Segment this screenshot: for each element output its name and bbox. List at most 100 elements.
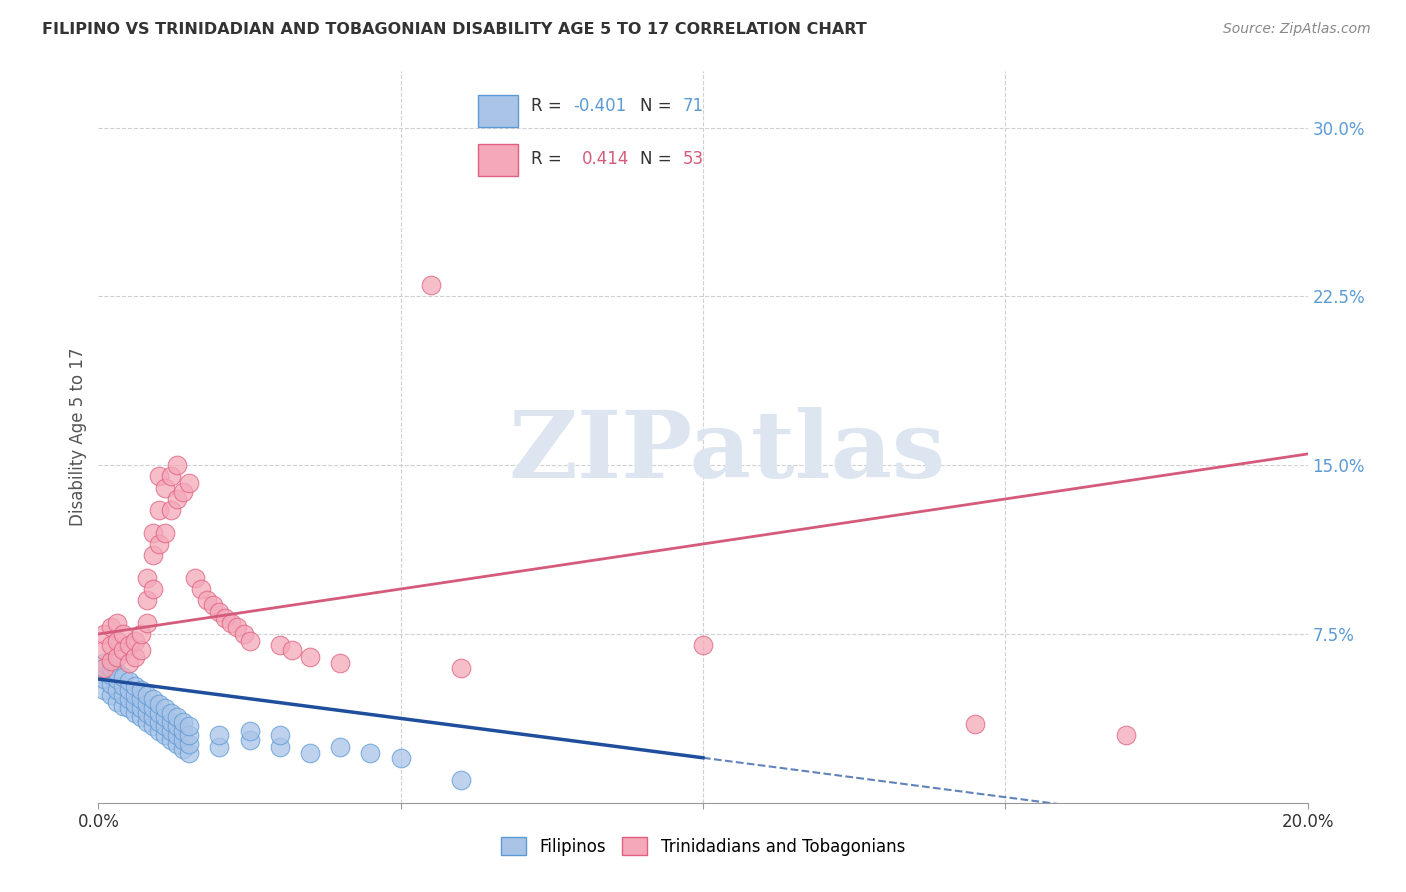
Point <box>172 732 194 747</box>
Point <box>153 481 176 495</box>
Point <box>142 692 165 706</box>
Point <box>153 719 176 733</box>
Point <box>450 773 472 788</box>
Point <box>142 719 165 733</box>
Point <box>166 728 188 742</box>
Point <box>148 714 170 729</box>
Point <box>142 710 165 724</box>
Point <box>129 701 152 715</box>
Point <box>100 620 122 634</box>
Text: ZIPatlas: ZIPatlas <box>509 407 946 497</box>
Point <box>281 642 304 657</box>
Point <box>208 605 231 619</box>
Point <box>105 665 128 680</box>
Point <box>129 692 152 706</box>
Point <box>172 741 194 756</box>
Point <box>195 593 218 607</box>
Point <box>179 728 201 742</box>
Point <box>124 706 146 720</box>
Point <box>142 525 165 540</box>
Point <box>142 701 165 715</box>
Point <box>389 751 412 765</box>
Point <box>93 672 115 686</box>
Point <box>420 278 443 293</box>
Point <box>93 657 115 671</box>
Point <box>166 491 188 506</box>
Point <box>299 746 322 760</box>
Point <box>135 697 157 711</box>
Point <box>153 728 176 742</box>
Point <box>269 638 291 652</box>
Point <box>124 697 146 711</box>
Point <box>129 642 152 657</box>
Point <box>269 728 291 742</box>
Point <box>226 620 249 634</box>
Point <box>190 582 212 596</box>
Point <box>179 476 201 491</box>
Point <box>100 661 122 675</box>
Point <box>118 701 141 715</box>
Point <box>208 739 231 754</box>
Point <box>450 661 472 675</box>
Point <box>160 723 183 738</box>
Point <box>105 672 128 686</box>
Point <box>100 654 122 668</box>
Point <box>129 710 152 724</box>
Point <box>124 688 146 702</box>
Point <box>93 627 115 641</box>
Point <box>93 683 115 698</box>
Point <box>93 661 115 675</box>
Point <box>124 649 146 664</box>
Point <box>965 717 987 731</box>
Point <box>118 692 141 706</box>
Point <box>179 719 201 733</box>
Point <box>166 719 188 733</box>
Point <box>160 503 183 517</box>
Point <box>100 676 122 690</box>
Point <box>148 723 170 738</box>
Point <box>269 739 291 754</box>
Point <box>105 633 128 648</box>
Point <box>118 638 141 652</box>
Text: Source: ZipAtlas.com: Source: ZipAtlas.com <box>1223 22 1371 37</box>
Point <box>153 525 176 540</box>
Point <box>100 688 122 702</box>
Point <box>184 571 207 585</box>
Point <box>135 688 157 702</box>
Point <box>153 701 176 715</box>
Point <box>124 633 146 648</box>
Point <box>142 582 165 596</box>
Point <box>153 710 176 724</box>
Point <box>172 723 194 738</box>
Point <box>214 611 236 625</box>
Point <box>148 697 170 711</box>
Point <box>179 746 201 760</box>
Point <box>221 615 243 630</box>
Point <box>179 737 201 751</box>
Point <box>93 665 115 680</box>
Point <box>148 537 170 551</box>
Point <box>135 706 157 720</box>
Point <box>172 485 194 500</box>
Point <box>166 710 188 724</box>
Point <box>160 706 183 720</box>
Point <box>135 615 157 630</box>
Point <box>111 688 134 702</box>
Point <box>692 638 714 652</box>
Point <box>129 627 152 641</box>
Point <box>118 683 141 698</box>
Point <box>232 627 254 641</box>
Point <box>118 674 141 689</box>
Point <box>160 732 183 747</box>
Point <box>166 458 188 473</box>
Point <box>202 598 225 612</box>
Point <box>124 679 146 693</box>
Point <box>148 706 170 720</box>
Point <box>160 714 183 729</box>
Point <box>111 642 134 657</box>
Point <box>100 667 122 681</box>
Point <box>135 714 157 729</box>
Point <box>172 714 194 729</box>
Point <box>148 469 170 483</box>
Point <box>360 746 382 760</box>
